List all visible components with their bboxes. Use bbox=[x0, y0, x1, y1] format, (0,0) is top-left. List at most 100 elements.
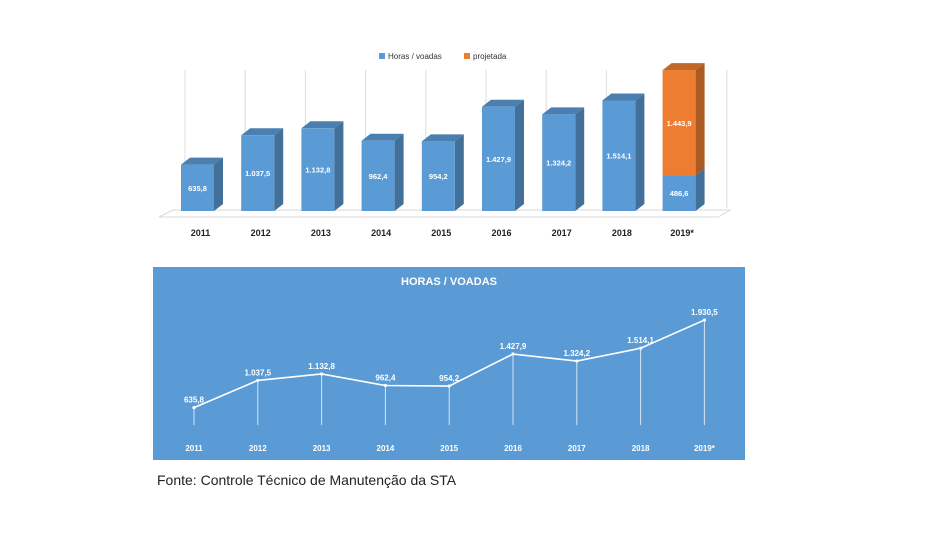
bar-projected-2019*-top bbox=[662, 63, 705, 71]
bar-2011-front bbox=[181, 164, 214, 211]
bar-2019*-side bbox=[695, 168, 705, 211]
source-note: Fonte: Controle Técnico de Manutenção da… bbox=[157, 472, 457, 488]
bar-2014 bbox=[361, 133, 404, 211]
line-points bbox=[192, 318, 707, 410]
bar-2013-top bbox=[301, 121, 344, 129]
line-x-tick-label: 2011 bbox=[185, 444, 203, 453]
bar-projected-2019*-side bbox=[695, 63, 705, 176]
line-x-tick-label: 2012 bbox=[249, 444, 267, 453]
bar-2015-side bbox=[454, 134, 464, 211]
line-point bbox=[575, 359, 579, 363]
line-x-tick-label: 2019* bbox=[694, 444, 716, 453]
bar-x-axis-labels: 2011 2012 2013 2014 2015 2016 2017 2018 2019* bbox=[191, 228, 695, 238]
legend: Horas / voadas projetada bbox=[379, 52, 507, 61]
bar-value-label: 1.514,1 bbox=[606, 152, 631, 161]
bar-2015-top bbox=[421, 134, 464, 142]
line-chart-title: HORAS / VOADAS bbox=[401, 276, 497, 288]
line-value-label: 1.132,8 bbox=[308, 362, 335, 371]
bar-2013-side bbox=[334, 121, 344, 211]
bar-projected-2019* bbox=[662, 63, 705, 176]
line-x-tick-label: 2013 bbox=[313, 444, 331, 453]
bar-2011-top bbox=[181, 157, 223, 165]
bar-value-label: 635,8 bbox=[188, 184, 207, 193]
line-value-labels: 635,8 1.037,5 1.132,8 962,4 954,2 1.427,9 1.32… bbox=[184, 308, 718, 405]
line-value-label: 1.427,9 bbox=[500, 342, 527, 351]
bar-value-label: 954,2 bbox=[429, 172, 448, 181]
bar-2012-top bbox=[241, 128, 284, 136]
bar-2011-side bbox=[214, 157, 223, 211]
bar-2016-side bbox=[515, 99, 524, 211]
line-value-label: 635,8 bbox=[184, 396, 205, 405]
legend-swatch-horas-voadas bbox=[379, 53, 385, 59]
bar-series: 635,8 1.037,5 1.132,8 962,4 954,2 1.427,9 1.32… bbox=[181, 63, 705, 211]
bar-value-label: 486,6 bbox=[670, 189, 689, 198]
legend-swatch-projetada bbox=[464, 53, 470, 59]
line-value-label: 1.037,5 bbox=[244, 368, 271, 377]
bar-2017-side bbox=[575, 107, 585, 211]
bar-x-tick-label: 2012 bbox=[251, 228, 271, 238]
line-x-tick-label: 2014 bbox=[377, 444, 395, 453]
bar-2013-front bbox=[301, 128, 335, 211]
line-x-tick-label: 2017 bbox=[568, 444, 586, 453]
bar-value-label: 962,4 bbox=[369, 172, 389, 181]
bar-2017-top bbox=[542, 107, 585, 115]
bar-x-tick-label: 2017 bbox=[552, 228, 572, 238]
bar-2018-front bbox=[602, 100, 636, 211]
bar-2015-front bbox=[421, 141, 455, 211]
legend-label-horas-voadas: Horas / voadas bbox=[388, 52, 442, 61]
line-x-axis-labels: 2011 2012 2013 2014 2015 2016 2017 2018 2019* bbox=[185, 444, 715, 453]
bar-2018-top bbox=[602, 93, 645, 101]
line-x-tick-label: 2015 bbox=[440, 444, 458, 453]
line-point bbox=[511, 352, 515, 356]
line-chart-background bbox=[153, 267, 745, 460]
bar-2016-front bbox=[482, 106, 515, 211]
line-point bbox=[192, 405, 196, 410]
bar-projected-2019*-front bbox=[662, 70, 696, 176]
bar-2016 bbox=[482, 99, 524, 211]
legend-label-projetada: projetada bbox=[473, 52, 507, 61]
line-value-label: 1.324,2 bbox=[563, 349, 590, 358]
bar-2019*-front bbox=[662, 175, 696, 211]
line-point bbox=[447, 384, 451, 388]
bar-x-tick-label: 2011 bbox=[191, 228, 211, 238]
bar-2019* bbox=[662, 168, 705, 211]
line-value-label: 962,4 bbox=[375, 374, 396, 383]
bar-2015 bbox=[421, 134, 464, 211]
line-point bbox=[256, 378, 260, 383]
bar-value-label: 1.324,2 bbox=[546, 159, 571, 168]
bar-2012 bbox=[241, 128, 284, 211]
line-point bbox=[639, 346, 643, 350]
bar-x-tick-label: 2018 bbox=[612, 228, 632, 238]
bar-x-tick-label: 2014 bbox=[371, 228, 391, 238]
line-x-tick-label: 2018 bbox=[632, 444, 650, 453]
bar-value-label: 1.037,5 bbox=[245, 169, 270, 178]
line-point bbox=[702, 318, 707, 322]
bar-2012-front bbox=[241, 135, 275, 211]
bar-2016-top bbox=[482, 99, 524, 107]
bar-2013 bbox=[301, 121, 344, 211]
bar-value-label: 1.427,9 bbox=[486, 155, 511, 164]
bar-2014-side bbox=[394, 133, 404, 211]
bar-2014-top bbox=[361, 133, 404, 141]
bar-chart-3d: Horas / voadas projetada 635,8 1.037,5 1.1… bbox=[158, 52, 732, 238]
bar-2018-side bbox=[635, 93, 645, 211]
bar-x-tick-label: 2016 bbox=[491, 228, 511, 238]
bar-2017 bbox=[542, 107, 585, 211]
line-value-label: 954,2 bbox=[439, 374, 460, 383]
line-value-label: 1.514,1 bbox=[627, 336, 654, 345]
bar-2011 bbox=[181, 157, 223, 211]
line-point bbox=[383, 383, 387, 388]
bar-2017-front bbox=[542, 114, 576, 211]
line-point bbox=[320, 372, 324, 376]
line-x-tick-label: 2016 bbox=[504, 444, 522, 453]
line-drop-lines bbox=[193, 320, 705, 425]
bar-floor bbox=[158, 209, 732, 218]
bar-x-tick-label: 2015 bbox=[431, 228, 451, 238]
bar-2014-front bbox=[361, 140, 395, 211]
bar-projected-value-label: 1.443,9 bbox=[667, 119, 692, 128]
bar-x-tick-label: 2013 bbox=[311, 228, 331, 238]
bar-value-label: 1.132,8 bbox=[305, 166, 330, 175]
bar-2018 bbox=[602, 93, 645, 211]
bar-2012-side bbox=[274, 128, 284, 211]
